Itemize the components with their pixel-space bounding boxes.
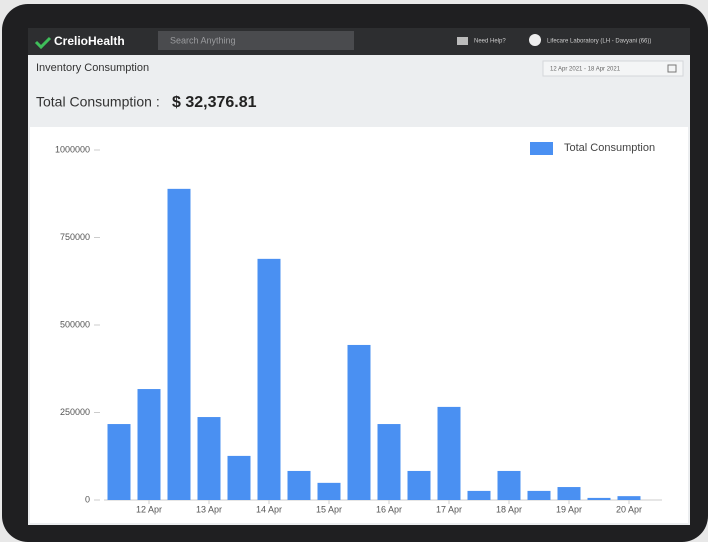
y-tick-label: 250000	[60, 407, 90, 417]
help-icon	[457, 37, 468, 45]
search-placeholder: Search Anything	[170, 35, 236, 45]
bar	[137, 389, 161, 500]
nav-bar	[28, 28, 690, 55]
x-tick-label: 18 Apr	[496, 504, 522, 514]
legend-label: Total Consumption	[564, 142, 655, 154]
bar	[467, 490, 491, 500]
bar	[317, 482, 341, 500]
total-value: $ 32,376.81	[172, 94, 257, 111]
x-tick-label: 15 Apr	[316, 504, 342, 514]
bar	[407, 470, 431, 500]
help-link[interactable]: Need Help?	[474, 39, 506, 45]
bar	[227, 455, 251, 500]
user-menu[interactable]: Lifecare Laboratory (LH - Davyani (66))	[547, 39, 651, 45]
user-avatar	[529, 34, 541, 46]
logo-icon	[34, 36, 52, 50]
bar	[167, 188, 191, 500]
x-tick-label: 17 Apr	[436, 504, 462, 514]
bar	[257, 258, 281, 500]
bar	[527, 490, 551, 500]
x-tick-label: 16 Apr	[376, 504, 402, 514]
search-box[interactable]	[158, 31, 354, 50]
bar	[587, 497, 611, 500]
x-tick-label: 20 Apr	[616, 504, 642, 514]
y-tick-label: 750000	[60, 232, 90, 242]
total-label: Total Consumption :	[36, 94, 160, 110]
page-title: Inventory Consumption	[36, 62, 149, 74]
bar	[557, 487, 581, 500]
x-tick-label: 13 Apr	[196, 504, 222, 514]
bar	[107, 424, 131, 500]
x-tick-label: 12 Apr	[136, 504, 162, 514]
y-tick-label: 0	[85, 494, 90, 504]
bar	[287, 470, 311, 500]
bar	[377, 424, 401, 500]
y-tick-label: 1000000	[55, 144, 90, 154]
bar	[347, 344, 371, 500]
date-picker[interactable]	[542, 60, 684, 77]
logo[interactable]: CrelioHealth	[54, 34, 125, 48]
y-tick-label: 500000	[60, 319, 90, 329]
bar	[437, 406, 461, 500]
x-tick-label: 14 Apr	[256, 504, 282, 514]
calendar-icon	[667, 64, 677, 73]
legend-swatch	[530, 142, 553, 155]
bar	[197, 417, 221, 500]
bar	[497, 470, 521, 500]
bar	[617, 496, 641, 500]
x-tick-label: 19 Apr	[556, 504, 582, 514]
date-range: 12 Apr 2021 - 18 Apr 2021	[550, 67, 621, 73]
